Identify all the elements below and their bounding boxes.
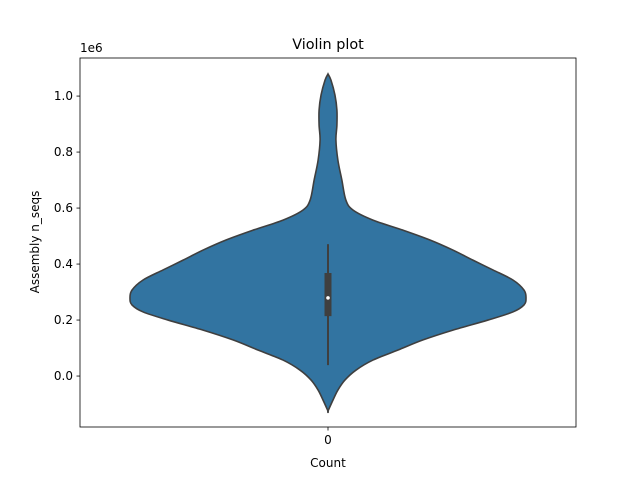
y-tick-label: 0.0 [54, 369, 73, 383]
y-tick-label: 0.8 [54, 145, 73, 159]
y-tick-label: 0.4 [54, 257, 73, 271]
median-marker [326, 296, 330, 300]
y-multiplier-label: 1e6 [80, 41, 103, 55]
iqr-box [324, 273, 332, 317]
axes-frame [79, 57, 577, 428]
x-tick-label: 0 [324, 433, 332, 447]
y-tick-label: 1.0 [54, 89, 73, 103]
x-axis-label: Count [310, 456, 346, 470]
y-tick-label: 0.2 [54, 313, 73, 327]
chart-title: Violin plot [292, 37, 364, 53]
y-tick-label: 0.6 [54, 201, 73, 215]
violin-body [129, 72, 527, 414]
y-axis-label: Assembly n_seqs [28, 191, 42, 294]
